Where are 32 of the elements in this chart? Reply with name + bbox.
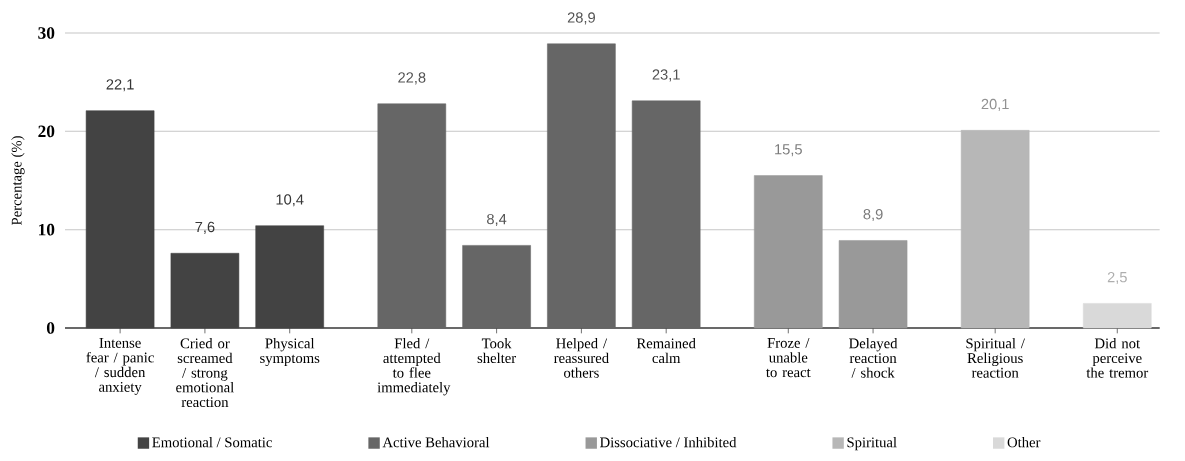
legend-label: Spiritual [847, 436, 897, 451]
data-label: 10,4 [276, 194, 304, 207]
data-label: 2,5 [1107, 271, 1127, 285]
legend-label: Dissociative / Inhibited [600, 436, 737, 448]
x-tick-label: Helped / reassured others [553, 338, 609, 378]
legend-label: Active Behavioral [382, 436, 490, 448]
data-label: 22,1 [106, 79, 134, 92]
data-label: 22,8 [398, 72, 426, 85]
x-tick-label: Physical symptoms [260, 338, 320, 367]
y-tick-label: 30 [38, 27, 55, 39]
data-label: 7,6 [195, 221, 215, 234]
x-tick-label: Delayed reaction / shock [849, 338, 898, 378]
data-label: 23,1 [652, 69, 680, 82]
data-label: 8,4 [487, 213, 507, 227]
y-tick-label: 10 [39, 223, 55, 236]
x-tick-label: Did not perceive the tremor [1086, 338, 1149, 378]
data-label: 20,1 [981, 98, 1009, 111]
x-tick-label: Took shelter [477, 338, 517, 364]
x-tick-label: Intense fear / panic / sudden anxiety [86, 338, 154, 395]
x-tick-label: Fled / attempted to flee immediately [377, 338, 451, 396]
x-tick-label: Cried or screamed / strong emotional reaction [176, 338, 234, 408]
x-tick-label: Spiritual / Religious reaction [966, 338, 1025, 378]
y-tick-label: 0 [46, 322, 55, 334]
x-tick-label: Froze / unable to react [766, 338, 811, 378]
legend-label: Emotional / Somatic [152, 436, 272, 448]
y-axis-title: Percentage (%) [11, 136, 25, 226]
legend-label: Other [1007, 436, 1041, 448]
data-label: 15,5 [775, 144, 802, 157]
x-tick-label: Remained calm [636, 338, 696, 364]
y-tick-label: 20 [38, 125, 55, 138]
data-label: 8,9 [863, 209, 883, 222]
data-label: 28,9 [567, 12, 595, 25]
